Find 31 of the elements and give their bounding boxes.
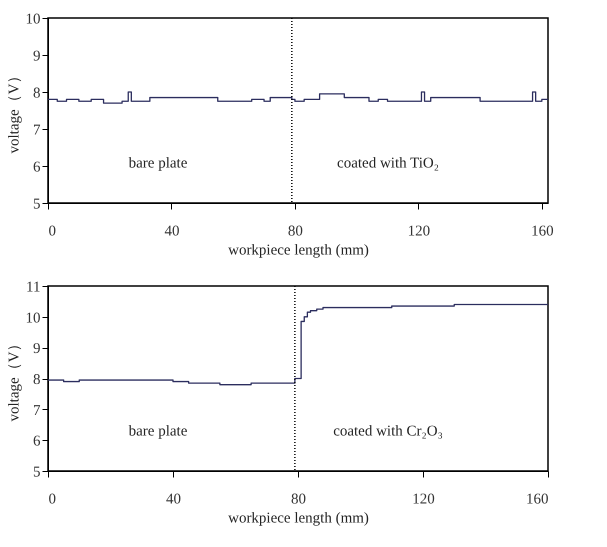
annotation: bare plate: [128, 423, 188, 440]
y-tick-label: 9: [33, 48, 40, 64]
annotation: coated with Cr₂O₃: [333, 423, 443, 440]
x-axis-title: workpiece length (mm): [228, 510, 369, 526]
y-tick-label: 11: [26, 280, 40, 296]
y-axis-title: voltage（V）: [6, 68, 22, 154]
x-tick-label: 0: [48, 492, 56, 508]
y-tick-label: 5: [33, 196, 40, 212]
x-tick-label: 160: [531, 224, 554, 240]
y-tick-label: 7: [33, 122, 41, 138]
x-axis-title: workpiece length (mm): [228, 242, 369, 258]
y-tick-label: 6: [33, 160, 41, 176]
y-axis-title: voltage（V）: [6, 336, 22, 422]
annotation: bare plate: [128, 155, 188, 172]
x-tick-label: 120: [408, 224, 430, 240]
x-tick-label: 40: [164, 224, 180, 240]
y-tick-label: 8: [33, 372, 40, 388]
y-tick-label: 9: [33, 341, 40, 358]
x-tick-label: 40: [166, 492, 181, 508]
y-tick-label: 7: [33, 402, 41, 419]
x-tick-label: 0: [48, 224, 56, 240]
y-tick-label: 10: [26, 310, 40, 326]
y-tick-label: 6: [33, 434, 41, 450]
y-tick-label: 10: [26, 12, 40, 28]
y-tick-label: 8: [33, 86, 40, 102]
x-tick-label: 120: [412, 492, 435, 508]
annotation: coated with TiO₂: [337, 155, 439, 172]
x-tick-label: 80: [291, 492, 306, 508]
y-tick-label: 5: [33, 464, 40, 480]
x-tick-label: 160: [526, 492, 548, 508]
x-tick-label: 80: [288, 224, 303, 240]
